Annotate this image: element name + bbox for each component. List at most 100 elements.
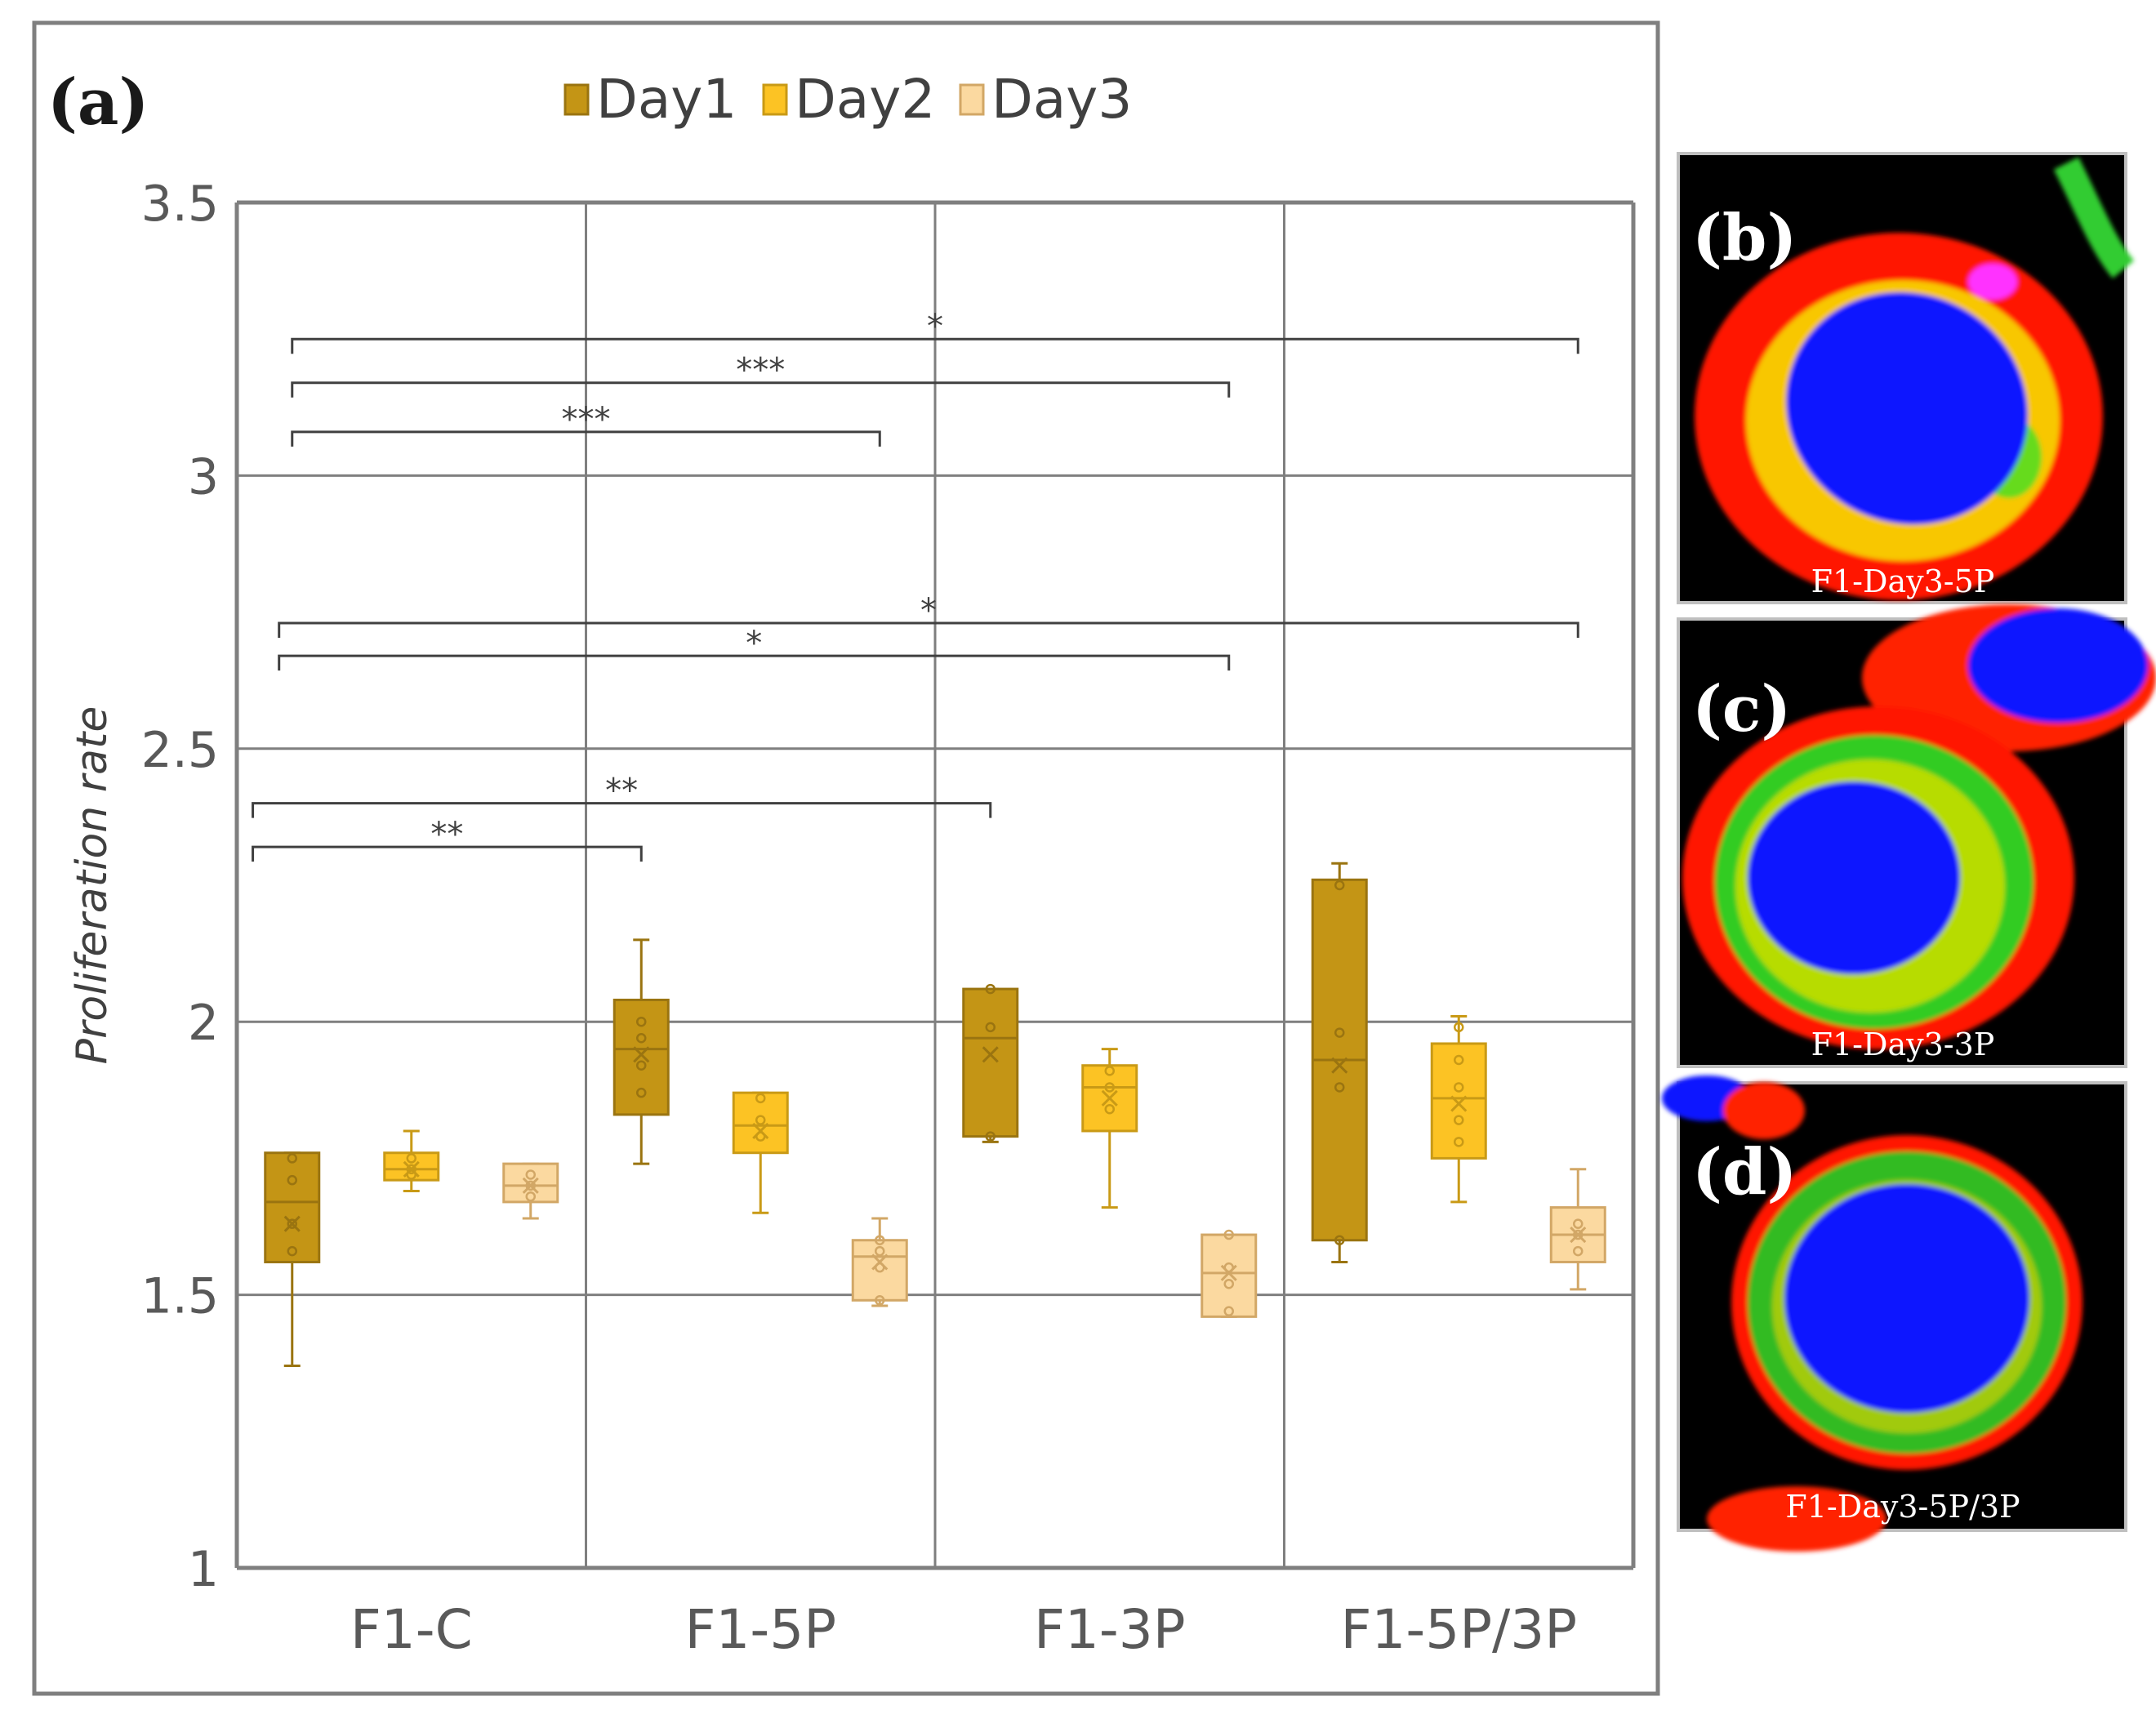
x-tick-label-2: F1-3P: [1034, 1598, 1186, 1661]
bracket-line: [291, 337, 1579, 354]
data-point-3: [875, 1235, 885, 1245]
y-tick-label-1.5: 1.5: [141, 1268, 219, 1325]
data-point-2: [875, 1245, 885, 1257]
bracket-line: [291, 430, 881, 447]
box-iqr: [1200, 1233, 1258, 1318]
panel-d-nucleus: [1784, 1184, 2029, 1413]
data-point-2: [1223, 1262, 1234, 1273]
significance-bracket-2: ***: [291, 401, 881, 447]
data-point-3: [1454, 1054, 1464, 1066]
data-point-1: [1104, 1082, 1115, 1093]
significance-brackets: *************: [252, 308, 1579, 862]
data-point-1: [985, 1022, 996, 1033]
panel-b-micrograph: [1695, 157, 2135, 600]
legend-item-day1: Day1: [564, 68, 737, 131]
y-tick-label-3.5: 3.5: [141, 176, 219, 233]
box-day1-0: [264, 1151, 321, 1368]
x-tick-label-3: F1-5P/3P: [1340, 1598, 1577, 1661]
panel-c-nucleus: [1748, 782, 1960, 974]
data-point-0: [406, 1169, 416, 1180]
data-point-1: [406, 1164, 416, 1175]
box-day3-0: [502, 1162, 559, 1220]
significance-bracket-3: *: [278, 592, 1579, 638]
series-day3: [502, 1162, 1606, 1318]
panel-d-label: (d): [1692, 1135, 1797, 1209]
x-tick-label-0: F1-C: [350, 1598, 473, 1661]
data-point-0: [1223, 1306, 1234, 1316]
data-point-3: [287, 1153, 297, 1164]
panel-d-micrograph: [1662, 1075, 2082, 1552]
legend-label-day2: Day2: [795, 68, 935, 131]
box-iqr: [1430, 1042, 1487, 1160]
panel-b-magenta-patch: [1968, 264, 2017, 300]
data-point-2: [1334, 1027, 1345, 1038]
bracket-label: *: [920, 592, 937, 630]
data-point-2: [636, 1033, 647, 1044]
box-iqr: [383, 1151, 440, 1182]
data-point-1: [525, 1180, 536, 1191]
bracket-line: [252, 845, 643, 862]
data-point-2: [525, 1169, 536, 1180]
box-iqr: [502, 1162, 559, 1204]
y-axis-ticks: 1 1.5 2 2.5 3 3.5: [141, 176, 219, 1598]
data-point-0: [636, 1087, 647, 1098]
box-day3-1: [851, 1217, 908, 1307]
mean-marker: [982, 1046, 999, 1063]
bracket-label: ***: [736, 352, 785, 390]
panel-d-corner-red: [1723, 1082, 1805, 1139]
panel-a-frame: [32, 20, 1660, 1696]
box-day2-3: [1430, 1015, 1487, 1204]
legend-item-day2: Day2: [762, 68, 935, 131]
box-day3-2: [1200, 1229, 1258, 1318]
data-point-1: [636, 1060, 647, 1071]
significance-bracket-5: **: [252, 773, 992, 818]
panel-a-label: (a): [47, 65, 149, 140]
x-tick-label-1: F1-5P: [684, 1598, 836, 1661]
box-iqr: [851, 1239, 908, 1302]
data-point-3: [1334, 879, 1345, 891]
x-axis-tick-labels: F1-C F1-5P F1-3P F1-5P/3P: [350, 1598, 1577, 1661]
box-day3-3: [1549, 1168, 1606, 1291]
box-iqr: [612, 998, 670, 1116]
data-point-1: [1223, 1278, 1234, 1289]
data-point-0: [287, 1245, 297, 1257]
panel-c-caption: F1-Day3-3P: [1811, 1026, 1995, 1062]
y-tick-label-2.5: 2.5: [141, 722, 219, 779]
panel-d-lower-red: [1707, 1486, 1886, 1552]
panel-b-nucleus: [1786, 292, 2028, 525]
bracket-line: [291, 381, 1231, 398]
data-point-3: [1223, 1229, 1234, 1240]
panel-d: (d) F1-Day3-5P/3P: [1662, 1075, 2127, 1552]
mean-marker: [1570, 1226, 1587, 1244]
bracket-label: **: [430, 816, 463, 853]
panel-b: (b) F1-Day3-5P: [1677, 152, 2135, 604]
data-point-1: [1454, 1115, 1464, 1125]
data-point-3: [636, 1016, 647, 1027]
bracket-line: [278, 654, 1231, 671]
significance-bracket-1: ***: [291, 352, 1231, 398]
panel-c-upper-nucleus: [1968, 608, 2148, 723]
bracket-line: [278, 621, 1579, 638]
bracket-label: *: [746, 625, 762, 662]
data-point-0: [875, 1295, 885, 1306]
significance-bracket-6: **: [252, 816, 643, 862]
data-point-1: [875, 1262, 885, 1273]
box-day2-1: [732, 1091, 789, 1214]
y-axis-label: Proliferation rate: [68, 706, 117, 1065]
legend: Day1 Day2 Day3: [564, 68, 1132, 131]
legend-label-day1: Day1: [596, 68, 737, 131]
significance-bracket-0: *: [291, 308, 1579, 354]
mean-marker: [1101, 1089, 1118, 1107]
bracket-line: [252, 802, 992, 818]
panel-b-caption: F1-Day3-5P: [1811, 563, 1995, 599]
data-point-1: [755, 1115, 766, 1125]
data-point-0: [985, 1131, 996, 1142]
panel-c-label: (c): [1692, 672, 1791, 746]
panel-b-label: (b): [1692, 201, 1797, 275]
legend-swatch-day1: [564, 83, 590, 116]
series-day2: [383, 1015, 1487, 1214]
data-point-1: [287, 1218, 297, 1229]
data-point-2: [1104, 1066, 1115, 1076]
data-point-0: [1454, 1137, 1464, 1147]
data-point-2: [1573, 1218, 1584, 1229]
